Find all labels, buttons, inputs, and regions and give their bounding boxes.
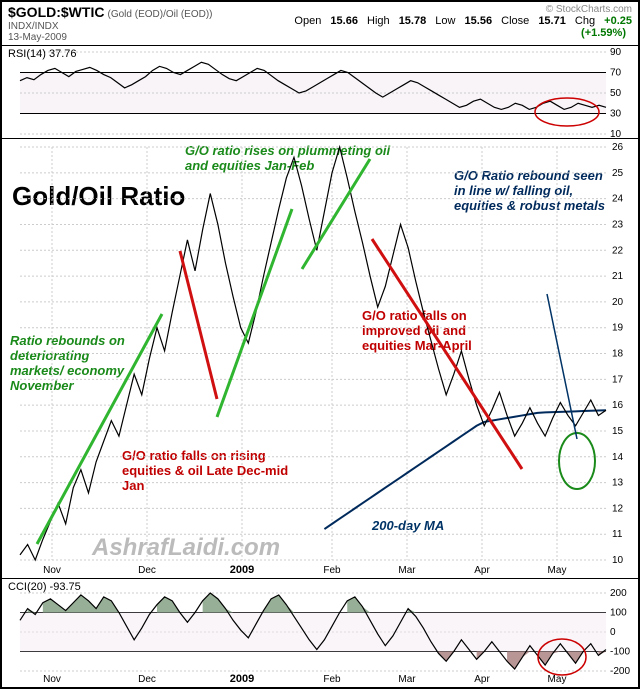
x-tick: May xyxy=(548,565,567,576)
svg-text:16: 16 xyxy=(612,400,624,411)
svg-text:15: 15 xyxy=(612,426,624,437)
cci-panel: CCI(20) -93.75 -200 -100 0 100 200 Nov Dec 200… xyxy=(2,579,638,687)
x-tick: Apr xyxy=(474,674,490,685)
svg-text:22: 22 xyxy=(612,245,624,256)
svg-text:17: 17 xyxy=(612,374,624,385)
x-tick: Nov xyxy=(43,674,61,685)
svg-text:19: 19 xyxy=(612,323,624,334)
price-chart: 10 11 12 13 14 15 16 17 18 19 20 21 22 23 24 25 26 xyxy=(2,139,638,578)
svg-text:13: 13 xyxy=(612,478,624,489)
symbol: $GOLD:$WTIC xyxy=(8,4,104,20)
svg-text:10: 10 xyxy=(612,555,624,566)
source-label: © StockCharts.com xyxy=(256,4,632,15)
svg-text:26: 26 xyxy=(612,142,624,153)
rsi-panel: RSI(14) 37.76 10 30 50 70 90 xyxy=(2,46,638,139)
svg-text:70: 70 xyxy=(610,68,622,79)
svg-text:18: 18 xyxy=(612,349,624,360)
ohlc-row: Open 15.66 High 15.78 Low 15.56 Close 15… xyxy=(256,15,632,39)
svg-text:200: 200 xyxy=(610,588,627,599)
svg-text:-200: -200 xyxy=(610,666,630,677)
x-tick: Dec xyxy=(138,674,156,685)
rsi-chart: 10 30 50 70 90 xyxy=(2,46,638,138)
svg-text:50: 50 xyxy=(610,88,622,99)
x-tick: May xyxy=(548,674,567,685)
svg-text:11: 11 xyxy=(612,529,623,540)
chart-header: $GOLD:$WTIC (Gold (EOD)/Oil (EOD)) INDX/… xyxy=(2,2,638,46)
cci-chart: -200 -100 0 100 200 xyxy=(2,579,638,687)
x-tick: Feb xyxy=(323,565,340,576)
x-tick: Apr xyxy=(474,565,490,576)
x-tick: Mar xyxy=(398,674,415,685)
svg-text:20: 20 xyxy=(612,297,624,308)
svg-text:23: 23 xyxy=(612,219,624,230)
svg-text:10: 10 xyxy=(610,129,622,138)
x-tick: Feb xyxy=(323,674,340,685)
svg-text:30: 30 xyxy=(610,109,622,120)
x-tick: 2009 xyxy=(230,564,254,576)
x-tick: Nov xyxy=(43,565,61,576)
svg-text:24: 24 xyxy=(612,194,624,205)
svg-text:-100: -100 xyxy=(610,647,630,658)
svg-text:0: 0 xyxy=(610,627,616,638)
chart-date: 13-May-2009 xyxy=(8,32,256,43)
svg-text:21: 21 xyxy=(612,271,624,282)
cci-title: CCI(20) -93.75 xyxy=(8,581,81,593)
rsi-title: RSI(14) 37.76 xyxy=(8,48,76,60)
svg-text:100: 100 xyxy=(610,608,627,619)
x-tick: 2009 xyxy=(230,673,254,685)
x-tick: Dec xyxy=(138,565,156,576)
price-panel: Gold/Oil RatioAshrafLaidi.comG/O ratio r… xyxy=(2,139,638,579)
svg-text:12: 12 xyxy=(612,503,624,514)
x-tick: Mar xyxy=(398,565,415,576)
svg-text:25: 25 xyxy=(612,168,624,179)
svg-text:14: 14 xyxy=(612,452,624,463)
svg-text:90: 90 xyxy=(610,47,622,58)
